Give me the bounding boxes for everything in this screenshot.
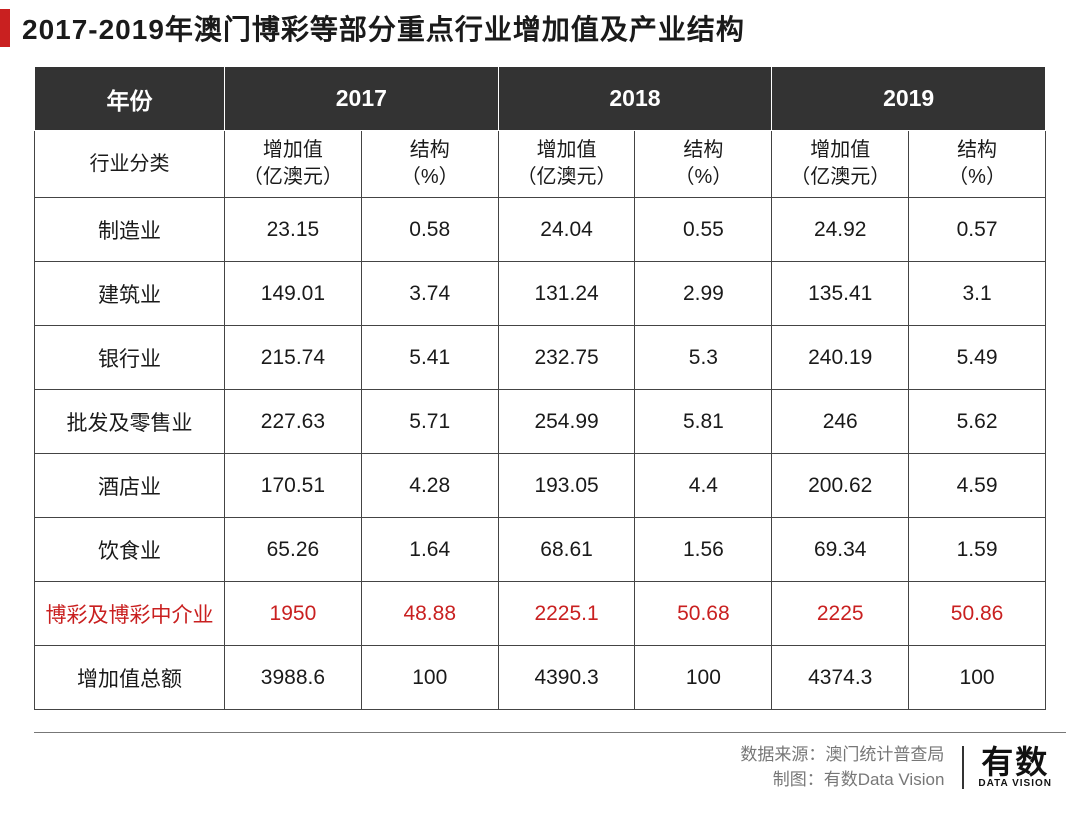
row-cell: 232.75 — [498, 326, 635, 390]
table-row: 建筑业149.013.74131.242.99135.413.1 — [35, 262, 1046, 326]
row-category: 建筑业 — [35, 262, 225, 326]
row-cell: 3.1 — [909, 262, 1046, 326]
row-cell: 2225 — [772, 582, 909, 646]
table-row: 博彩及博彩中介业195048.882225.150.68222550.86 — [35, 582, 1046, 646]
row-cell: 4374.3 — [772, 646, 909, 710]
row-cell: 5.81 — [635, 390, 772, 454]
row-cell: 0.58 — [361, 198, 498, 262]
row-cell: 193.05 — [498, 454, 635, 518]
row-category: 博彩及博彩中介业 — [35, 582, 225, 646]
row-cell: 4.59 — [909, 454, 1046, 518]
row-category: 银行业 — [35, 326, 225, 390]
row-cell: 5.71 — [361, 390, 498, 454]
row-cell: 4.4 — [635, 454, 772, 518]
header-year-2017: 2017 — [225, 67, 499, 131]
row-cell: 2225.1 — [498, 582, 635, 646]
row-category: 增加值总额 — [35, 646, 225, 710]
row-cell: 65.26 — [225, 518, 362, 582]
footer: 数据来源：澳门统计普查局 制图：有数Data Vision 有数 DATA VI… — [34, 732, 1066, 792]
page-title: 2017-2019年澳门博彩等部分重点行业增加值及产业结构 — [22, 8, 745, 48]
row-cell: 149.01 — [225, 262, 362, 326]
accent-block — [0, 9, 10, 47]
row-cell: 5.3 — [635, 326, 772, 390]
row-cell: 5.41 — [361, 326, 498, 390]
table-subheader-row: 行业分类 增加值（亿澳元） 结构（%） 增加值（亿澳元） 结构（%） 增加值（亿… — [35, 131, 1046, 198]
row-cell: 240.19 — [772, 326, 909, 390]
table-row: 增加值总额3988.61004390.31004374.3100 — [35, 646, 1046, 710]
row-cell: 3.74 — [361, 262, 498, 326]
row-cell: 23.15 — [225, 198, 362, 262]
subheader-value: 增加值（亿澳元） — [498, 131, 635, 198]
row-category: 饮食业 — [35, 518, 225, 582]
row-cell: 4.28 — [361, 454, 498, 518]
table-header-year-row: 年份 2017 2018 2019 — [35, 67, 1046, 131]
row-cell: 254.99 — [498, 390, 635, 454]
row-cell: 24.04 — [498, 198, 635, 262]
row-category: 酒店业 — [35, 454, 225, 518]
subheader-value: 增加值（亿澳元） — [225, 131, 362, 198]
subheader-category: 行业分类 — [35, 131, 225, 198]
row-cell: 1950 — [225, 582, 362, 646]
row-cell: 50.68 — [635, 582, 772, 646]
table-row: 制造业23.150.5824.040.5524.920.57 — [35, 198, 1046, 262]
credit-chartby-label: 制图： — [773, 770, 824, 789]
footer-credits: 数据来源：澳门统计普查局 制图：有数Data Vision — [740, 743, 944, 792]
row-category: 制造业 — [35, 198, 225, 262]
row-cell: 135.41 — [772, 262, 909, 326]
row-cell: 1.59 — [909, 518, 1046, 582]
row-cell: 3988.6 — [225, 646, 362, 710]
brand-cn: 有数 — [981, 746, 1049, 778]
row-cell: 246 — [772, 390, 909, 454]
row-cell: 1.56 — [635, 518, 772, 582]
credit-source-label: 数据来源： — [740, 745, 825, 764]
table-body: 行业分类 增加值（亿澳元） 结构（%） 增加值（亿澳元） 结构（%） 增加值（亿… — [35, 131, 1046, 710]
header-year-2018: 2018 — [498, 67, 772, 131]
credit-source-value: 澳门统计普查局 — [825, 745, 944, 764]
credit-source-line: 数据来源：澳门统计普查局 — [740, 743, 944, 768]
credit-chartby-value: 有数Data Vision — [824, 770, 945, 789]
row-cell: 24.92 — [772, 198, 909, 262]
row-cell: 100 — [635, 646, 772, 710]
title-bar: 2017-2019年澳门博彩等部分重点行业增加值及产业结构 — [0, 0, 1080, 66]
table-row: 饮食业65.261.6468.611.5669.341.59 — [35, 518, 1046, 582]
row-cell: 100 — [361, 646, 498, 710]
header-year-2019: 2019 — [772, 67, 1046, 131]
table-row: 银行业215.745.41232.755.3240.195.49 — [35, 326, 1046, 390]
row-cell: 0.57 — [909, 198, 1046, 262]
table-row: 酒店业170.514.28193.054.4200.624.59 — [35, 454, 1046, 518]
row-cell: 4390.3 — [498, 646, 635, 710]
credit-chartby-line: 制图：有数Data Vision — [740, 768, 944, 793]
row-category: 批发及零售业 — [35, 390, 225, 454]
row-cell: 48.88 — [361, 582, 498, 646]
subheader-value: 增加值（亿澳元） — [772, 131, 909, 198]
row-cell: 100 — [909, 646, 1046, 710]
row-cell: 2.99 — [635, 262, 772, 326]
row-cell: 5.49 — [909, 326, 1046, 390]
row-cell: 131.24 — [498, 262, 635, 326]
row-cell: 69.34 — [772, 518, 909, 582]
row-cell: 5.62 — [909, 390, 1046, 454]
row-cell: 170.51 — [225, 454, 362, 518]
table-row: 批发及零售业227.635.71254.995.812465.62 — [35, 390, 1046, 454]
row-cell: 227.63 — [225, 390, 362, 454]
row-cell: 0.55 — [635, 198, 772, 262]
row-cell: 200.62 — [772, 454, 909, 518]
footer-brand: 有数 DATA VISION — [962, 746, 1052, 789]
brand-en: DATA VISION — [978, 778, 1052, 789]
industry-table: 年份 2017 2018 2019 行业分类 增加值（亿澳元） 结构（%） 增加… — [34, 66, 1046, 710]
row-cell: 50.86 — [909, 582, 1046, 646]
table-wrap: 年份 2017 2018 2019 行业分类 增加值（亿澳元） 结构（%） 增加… — [0, 66, 1080, 710]
header-year-label: 年份 — [35, 67, 225, 131]
subheader-share: 结构（%） — [361, 131, 498, 198]
row-cell: 68.61 — [498, 518, 635, 582]
subheader-share: 结构（%） — [909, 131, 1046, 198]
subheader-share: 结构（%） — [635, 131, 772, 198]
row-cell: 215.74 — [225, 326, 362, 390]
row-cell: 1.64 — [361, 518, 498, 582]
